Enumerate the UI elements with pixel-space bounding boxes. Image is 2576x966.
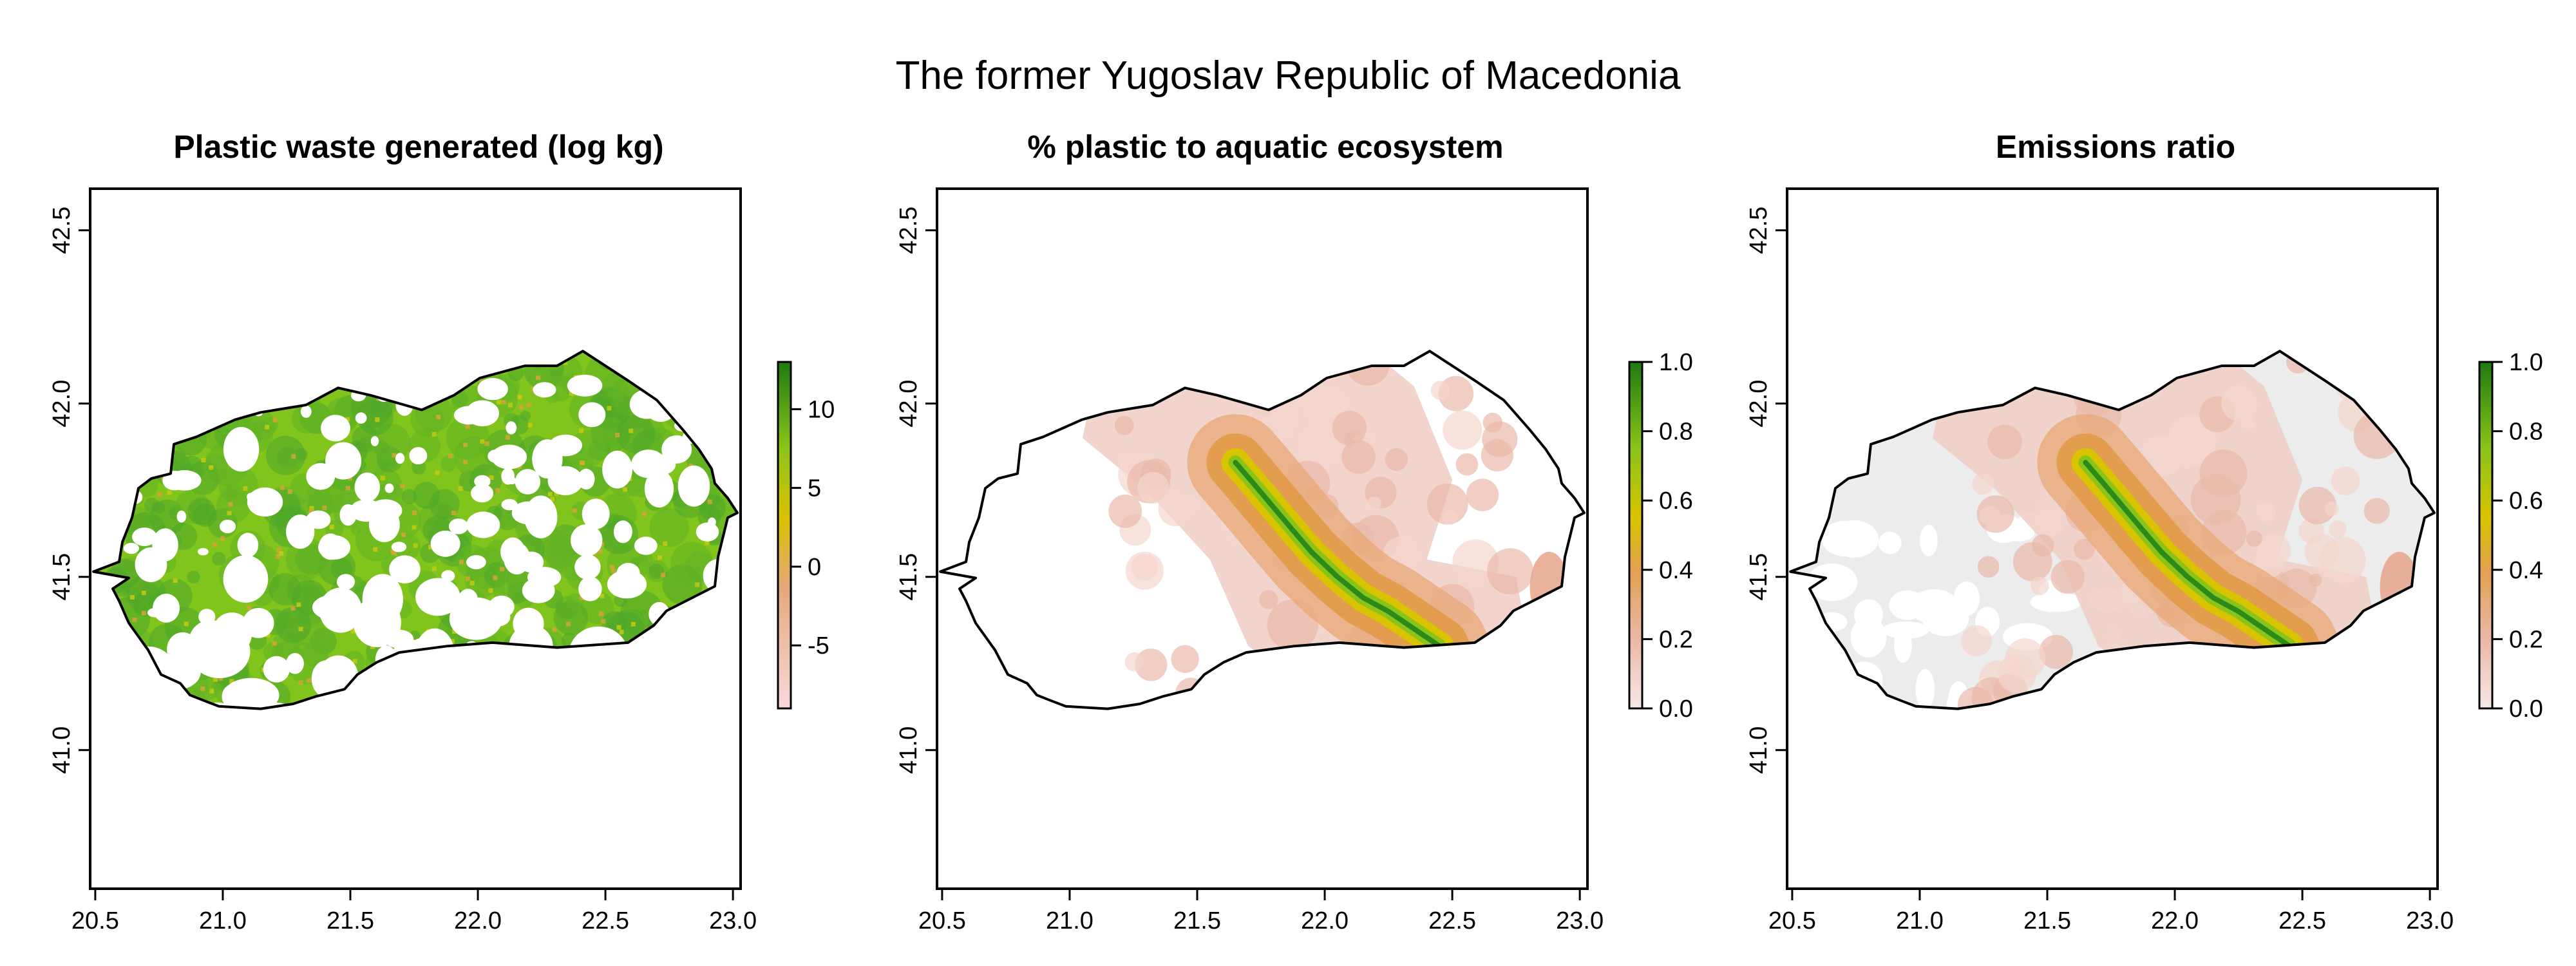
x-tick-label: 21.0 [199,907,247,934]
y-tick-label: 42.5 [48,207,75,254]
y-tick-label: 42.0 [48,380,75,428]
legend-ticks: 1.0 0.8 0.6 0.4 0.2 0.0 [2492,349,2543,723]
x-tick-label: 22.0 [1301,907,1349,934]
y-tick-label: 41.5 [48,553,75,601]
x-tick-label: 22.5 [582,907,629,934]
legend-label: 1.0 [1659,349,1693,376]
panel-emissions: Emissions ratio 1.0 0.8 0.6 0.4 0.2 0.0 [1786,129,2543,890]
figure-title: The former Yugoslav Republic of Macedoni… [896,53,1681,98]
legend-label: 0.0 [1659,696,1693,723]
legend-label: -5 [808,632,829,659]
x-tick-label: 23.0 [1556,907,1604,934]
y-tick-label: 41.5 [1745,553,1772,601]
y-tick-label: 42.5 [1745,207,1772,254]
legend-label: 0.8 [2509,419,2543,446]
legend-label: 0.4 [2509,557,2543,584]
x-tick-label: 21.0 [1046,907,1094,934]
x-tick-label: 22.0 [454,907,502,934]
x-tick-label: 22.0 [2151,907,2199,934]
legend-label: 10 [808,396,835,423]
x-tick-label: 20.5 [1768,907,1816,934]
y-tick-label: 42.0 [895,380,922,428]
legend-label: 5 [808,475,821,502]
x-tick-label: 21.0 [1896,907,1944,934]
panel-title: Plastic waste generated (log kg) [173,129,663,165]
y-tick-label: 42.0 [1745,380,1772,428]
legend-label: 0.8 [1659,419,1693,446]
y-tick-label: 41.0 [48,726,75,774]
x-tick-label: 23.0 [2406,907,2454,934]
legend-ticks: 10 5 0 -5 [791,396,835,659]
legend-label: 0.2 [1659,626,1693,653]
panel-title: % plastic to aquatic ecosystem [1027,129,1503,165]
y-tick-label: 41.5 [895,553,922,601]
x-tick-label: 21.5 [327,907,374,934]
legend-label: 0.6 [2509,488,2543,515]
axes-ticks: 20.5 21.0 21.5 22.0 22.5 23.0 41.0 41.5 42.0 42.5… [48,207,2454,934]
panel-plastic-waste: Plastic waste generated (log kg) 10 5 0 -5 [89,129,835,890]
x-tick-label: 20.5 [918,907,966,934]
x-tick-label: 23.0 [709,907,757,934]
panel-aquatic: % plastic to aquatic ecosystem 1.0 0.8 0.6… [936,129,1693,890]
legend-label: 0.6 [1659,488,1693,515]
y-tick-label: 41.0 [895,726,922,774]
x-tick-label: 22.5 [1428,907,1476,934]
legend-label: 0 [808,554,821,581]
legend-colorbar [1628,361,1643,710]
x-tick-label: 21.5 [1173,907,1221,934]
legend-ticks: 1.0 0.8 0.6 0.4 0.2 0.0 [1642,349,1693,723]
legend-label: 1.0 [2509,349,2543,376]
y-tick-label: 42.5 [895,207,922,254]
legend-colorbar [777,361,792,710]
panel-title: Emissions ratio [1996,129,2235,165]
y-tick-label: 41.0 [1745,726,1772,774]
x-tick-label: 20.5 [71,907,119,934]
legend-colorbar [2478,361,2494,710]
x-tick-label: 22.5 [2278,907,2326,934]
x-tick-label: 21.5 [2023,907,2071,934]
legend-label: 0.4 [1659,557,1693,584]
legend-label: 0.2 [2509,626,2543,653]
legend-label: 0.0 [2509,696,2543,723]
